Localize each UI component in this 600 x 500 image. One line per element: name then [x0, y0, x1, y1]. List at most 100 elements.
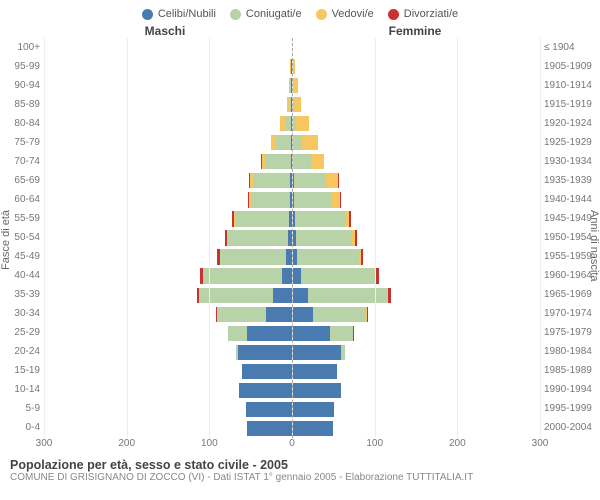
age-label: 15-19	[14, 362, 40, 381]
plot	[44, 38, 540, 438]
x-tick: 100	[366, 438, 383, 449]
bar-segment	[203, 268, 282, 283]
x-tick: 300	[36, 438, 53, 449]
bar-segment	[242, 364, 292, 379]
bar-segment	[353, 326, 354, 341]
bar-segment	[292, 383, 341, 398]
bar-segment	[282, 268, 292, 283]
legend-label: Vedovi/e	[332, 8, 374, 20]
bar-segment	[266, 307, 292, 322]
bar-segment	[292, 402, 334, 417]
legend-swatch	[316, 9, 327, 20]
bar-segment	[199, 288, 273, 303]
legend: Celibi/Nubili Coniugati/e Vedovi/e Divorzia…	[0, 0, 600, 24]
bar-segment	[239, 383, 292, 398]
birth-label: 1990-1994	[544, 381, 592, 400]
x-tick: 100	[201, 438, 218, 449]
bar-segment	[302, 135, 318, 150]
birth-label: 1980-1984	[544, 343, 592, 362]
x-tick: 0	[289, 438, 295, 449]
bar-segment	[294, 192, 332, 207]
age-label: 65-69	[14, 171, 40, 190]
age-label: 70-74	[14, 152, 40, 171]
birth-label: 2000-2004	[544, 419, 592, 438]
x-tick: 300	[532, 438, 549, 449]
age-label: 20-24	[14, 343, 40, 362]
legend-swatch	[142, 9, 153, 20]
birth-label: 1975-1979	[544, 324, 592, 343]
birth-label: 1985-1989	[544, 362, 592, 381]
bar-segment	[295, 211, 345, 226]
bar-segment	[338, 173, 339, 188]
bar-segment	[367, 307, 369, 322]
bar-segment	[292, 288, 308, 303]
birth-label: 1970-1974	[544, 305, 592, 324]
age-label: 95-99	[14, 57, 40, 76]
bar-segment	[292, 268, 301, 283]
birth-label: 1945-1949	[544, 209, 592, 228]
age-label: 0-4	[26, 419, 40, 438]
age-label: 45-49	[14, 248, 40, 267]
birth-label: 1955-1959	[544, 248, 592, 267]
birth-label: 1915-1919	[544, 95, 592, 114]
bar-segment	[273, 288, 292, 303]
x-axis: 300 200 100 0 100 200 300	[0, 438, 600, 452]
legend-item: Celibi/Nubili	[142, 8, 216, 20]
bar-segment	[292, 345, 341, 360]
birth-label: 1960-1964	[544, 267, 592, 286]
bar-segment	[292, 307, 313, 322]
bar-segment	[376, 268, 379, 283]
bar-segment	[297, 249, 359, 264]
age-label: 40-44	[14, 267, 40, 286]
age-label: 90-94	[14, 76, 40, 95]
age-label: 80-84	[14, 114, 40, 133]
legend-item: Vedovi/e	[316, 8, 374, 20]
bar-segment	[308, 288, 387, 303]
bar-segment	[292, 326, 330, 341]
bar-segment	[228, 230, 288, 245]
bar-segment	[293, 78, 298, 93]
bar-segment	[292, 421, 333, 436]
legend-label: Celibi/Nubili	[158, 8, 216, 20]
bar-segment	[296, 116, 308, 131]
age-label: 30-34	[14, 305, 40, 324]
birth-label: 1905-1909	[544, 57, 592, 76]
center-line	[292, 38, 293, 438]
age-label: 50-54	[14, 228, 40, 247]
bar-segment	[340, 192, 341, 207]
age-label: 5-9	[26, 400, 40, 419]
bar-segment	[294, 173, 326, 188]
y-axis-right: ≤ 19041905-19091910-19141915-19191920-19…	[540, 38, 600, 438]
bar-segment	[247, 421, 292, 436]
age-label: 25-29	[14, 324, 40, 343]
chart-area: 100+95-9990-9485-8980-8475-7970-7465-696…	[0, 38, 600, 438]
bar-segment	[341, 345, 345, 360]
bar-segment	[355, 230, 357, 245]
birth-label: 1935-1939	[544, 171, 592, 190]
y-axis-left: 100+95-9990-9485-8980-8475-7970-7465-696…	[0, 38, 44, 438]
bar-segment	[330, 326, 353, 341]
bar-segment	[220, 249, 286, 264]
chart-subtitle: COMUNE DI GRISIGNANO DI ZOCCO (VI) - Dat…	[0, 472, 600, 483]
bar-segment	[361, 249, 363, 264]
x-tick: 200	[118, 438, 135, 449]
bar-segment	[265, 154, 291, 169]
legend-item: Coniugati/e	[230, 8, 302, 20]
header-female: Femmine	[290, 24, 600, 38]
age-label: 75-79	[14, 133, 40, 152]
legend-label: Divorziati/e	[404, 8, 458, 20]
age-label: 85-89	[14, 95, 40, 114]
birth-label: 1950-1954	[544, 228, 592, 247]
bar-segment	[301, 268, 375, 283]
birth-label: 1910-1914	[544, 76, 592, 95]
bar-segment	[332, 192, 339, 207]
bar-segment	[349, 211, 351, 226]
age-label: 100+	[17, 38, 40, 57]
bar-segment	[235, 211, 289, 226]
legend-label: Coniugati/e	[246, 8, 302, 20]
bar-segment	[311, 154, 324, 169]
bar-segment	[388, 288, 391, 303]
x-tick: 200	[449, 438, 466, 449]
bar-segment	[313, 307, 367, 322]
birth-label: ≤ 1904	[544, 38, 575, 57]
